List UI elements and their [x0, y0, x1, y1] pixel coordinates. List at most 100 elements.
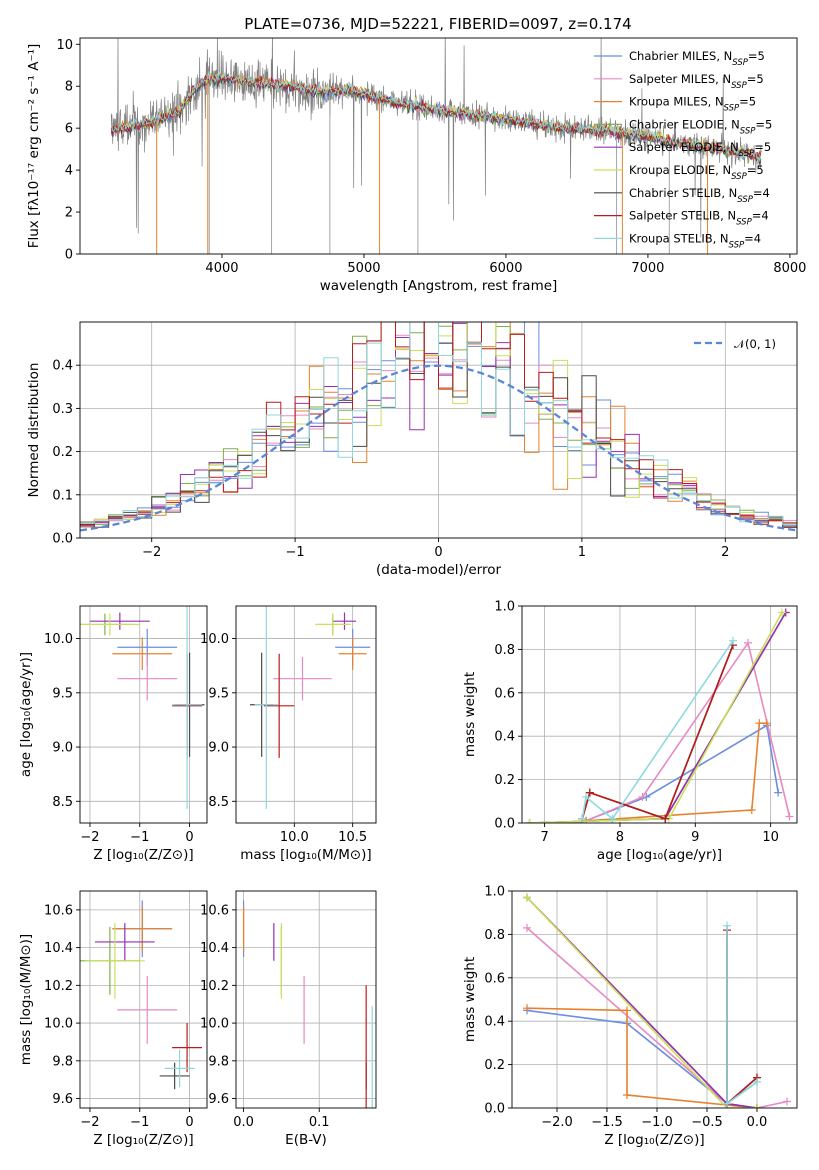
weight-vs-age-x-tick-label: 9	[691, 830, 699, 845]
mass-vs-ebv-x-axis-label: E(B-V)	[285, 1132, 327, 1148]
mass-vs-z-panel: −2 −1 0 9.6 9.8 10.0 10.2 10.4 10.6 Z [log₁₀(Z/Z⊙…	[18, 890, 208, 1148]
residuals-y-tick-label: 0.3	[52, 402, 73, 417]
weight-line	[526, 896, 758, 1108]
legend-label-suffix: =4	[752, 209, 769, 223]
age-vs-mass-y-tick-label: 10.0	[200, 632, 229, 647]
spectrum-x-tick-label: 6000	[489, 261, 522, 276]
weight-vs-z-y-tick-label: 1.0	[484, 885, 505, 900]
age-vs-z-x-tick-label: 0	[185, 830, 193, 845]
legend-label-sub: SSP	[724, 104, 740, 114]
legend-label: Salpeter STELIB, NSSP=4	[629, 209, 769, 228]
mass-vs-ebv-y-tick-label: 10.4	[200, 941, 229, 956]
mass-vs-ebv-y-tick-label: 9.6	[208, 1092, 229, 1107]
weight-line	[526, 896, 758, 1108]
legend-label: Kroupa ELODIE, NSSP=5	[629, 163, 764, 182]
weight-marker	[523, 923, 531, 932]
age-vs-mass-x-axis-label: mass [log₁₀(M/M⊙)]	[240, 847, 371, 863]
residuals-plot-area	[80, 322, 797, 538]
weight-marker	[762, 719, 771, 728]
weight-marker	[638, 792, 647, 801]
weight-vs-age-frame	[521, 605, 798, 824]
weight-vs-z-panel: −2.0 −1.5 −1.0 −0.5 0.0 0.0 0.2 0.4 0.6 0.8 1.0 Z […	[462, 885, 798, 1148]
mass-vs-ebv-x-tick-label: 0.0	[233, 1115, 254, 1130]
legend-label-suffix: =5	[739, 95, 756, 109]
spectrum-x-axis-label: wavelength [Angstrom, rest frame]	[320, 278, 558, 294]
spectrum-y-tick-label: 10	[56, 38, 73, 53]
residuals-y-tick-label: 0.2	[52, 445, 73, 460]
age-vs-mass-plot-area	[236, 606, 376, 823]
spectrum-y-tick-label: 6	[65, 122, 73, 137]
legend-label-sub: SSP	[736, 218, 752, 228]
weight-marker	[578, 814, 587, 823]
age-vs-z-y-tick-label: 9.5	[52, 686, 73, 701]
weight-marker	[744, 638, 753, 647]
legend-label: 𝒩(0, 1)	[734, 337, 776, 351]
spectrum-x-tick-label: 7000	[631, 261, 664, 276]
weight-marker	[777, 608, 786, 617]
legend-label-suffix: =4	[744, 231, 761, 245]
spectrum-x-tick-label: 8000	[773, 261, 806, 276]
spectrum-x-tick-label: 5000	[347, 261, 380, 276]
age-vs-mass-panel: 10.0 10.5 8.5 9.0 9.5 10.0 mass [log₁₀(M/M⊙)]	[200, 605, 377, 863]
weight-marker	[728, 636, 737, 645]
weight-vs-z-x-tick-label: −2.0	[541, 1115, 573, 1130]
spectrum-y-tick-label: 8	[65, 80, 73, 95]
age-vs-mass-y-tick-label: 8.5	[208, 795, 229, 810]
age-vs-mass-y-tick-label: 9.0	[208, 741, 229, 756]
weight-marker	[608, 814, 617, 823]
age-vs-z-frame	[79, 605, 208, 824]
residuals-y-axis-label: Normed distribution	[26, 363, 42, 498]
residuals-x-tick-label: −1	[286, 545, 305, 560]
residual-histogram	[80, 322, 797, 526]
legend-label: Chabrier MILES, NSSP=5	[629, 49, 765, 68]
figure-title: PLATE=0736, MJD=52221, FIBERID=0097, z=0…	[244, 15, 631, 33]
weight-line	[581, 644, 734, 820]
weight-vs-age-y-tick-label: 0.6	[494, 686, 515, 701]
legend-label-text: Kroupa MILES, N	[629, 95, 724, 109]
weight-vs-z-x-tick-label: 0.0	[747, 1115, 768, 1130]
legend-label-sub: SSP	[732, 58, 748, 68]
weight-marker	[585, 788, 594, 797]
residuals-y-tick-label: 0.1	[52, 488, 73, 503]
legend-label-suffix: =5	[754, 140, 771, 154]
spectrum-frame	[79, 37, 798, 255]
weight-vs-z-plot-area	[512, 891, 797, 1108]
weight-vs-z-x-axis-label: Z [log₁₀(Z/Z⊙)]	[604, 1132, 704, 1148]
weight-vs-age-x-tick-label: 8	[616, 830, 624, 845]
weight-vs-age-x-tick-label: 10	[762, 830, 779, 845]
legend-label-text: Salpeter STELIB, N	[629, 209, 736, 223]
weight-vs-z-y-tick-label: 0.0	[484, 1102, 505, 1117]
legend-label-text: Kroupa STELIB, N	[629, 231, 729, 245]
weight-marker	[723, 921, 731, 930]
weight-vs-z-y-axis-label: mass weight	[462, 957, 478, 1042]
mass-vs-z-y-tick-label: 10.4	[44, 941, 73, 956]
residuals-y-tick-label: 0.4	[52, 359, 73, 374]
age-vs-mass-frame	[235, 605, 377, 824]
weight-vs-z-y-tick-label: 0.4	[484, 1015, 505, 1030]
legend-label: Salpeter ELODIE, NSSP=5	[629, 140, 771, 159]
residuals-y-tick-label: 0.0	[52, 532, 73, 547]
age-vs-z-y-tick-label: 8.5	[52, 795, 73, 810]
weight-line	[726, 930, 758, 1106]
weight-line	[585, 640, 791, 822]
weight-vs-age-y-tick-label: 0.8	[494, 643, 515, 658]
residuals-panel: −2 −1 0 1 2 0.0 0.1 0.2 0.3 0.4 (data-model)/error…	[26, 321, 798, 578]
legend-label-text: Chabrier ELODIE, N	[629, 117, 740, 131]
normal-reference-curve	[80, 364, 797, 532]
residual-histogram	[80, 322, 797, 526]
weight-line	[726, 925, 758, 1106]
legend-label: Chabrier ELODIE, NSSP=5	[629, 117, 772, 136]
weight-marker	[785, 812, 794, 821]
mass-vs-z-y-tick-label: 9.6	[52, 1092, 73, 1107]
weight-vs-age-y-tick-label: 0.0	[494, 817, 515, 832]
legend-label-suffix: =5	[747, 72, 764, 86]
mass-vs-z-x-tick-label: −2	[80, 1115, 99, 1130]
legend-label-suffix: =5	[755, 117, 772, 131]
weight-marker	[623, 1006, 631, 1015]
legend-label-text: Kroupa ELODIE, N	[629, 163, 731, 177]
age-vs-mass-x-tick-label: 10.5	[338, 830, 367, 845]
age-vs-z-panel: −2 −1 0 8.5 9.0 9.5 10.0 Z [log₁₀(Z/Z⊙)] age [lo…	[18, 605, 208, 863]
weight-marker	[525, 819, 534, 823]
legend-label-text: Chabrier MILES, N	[629, 49, 732, 63]
